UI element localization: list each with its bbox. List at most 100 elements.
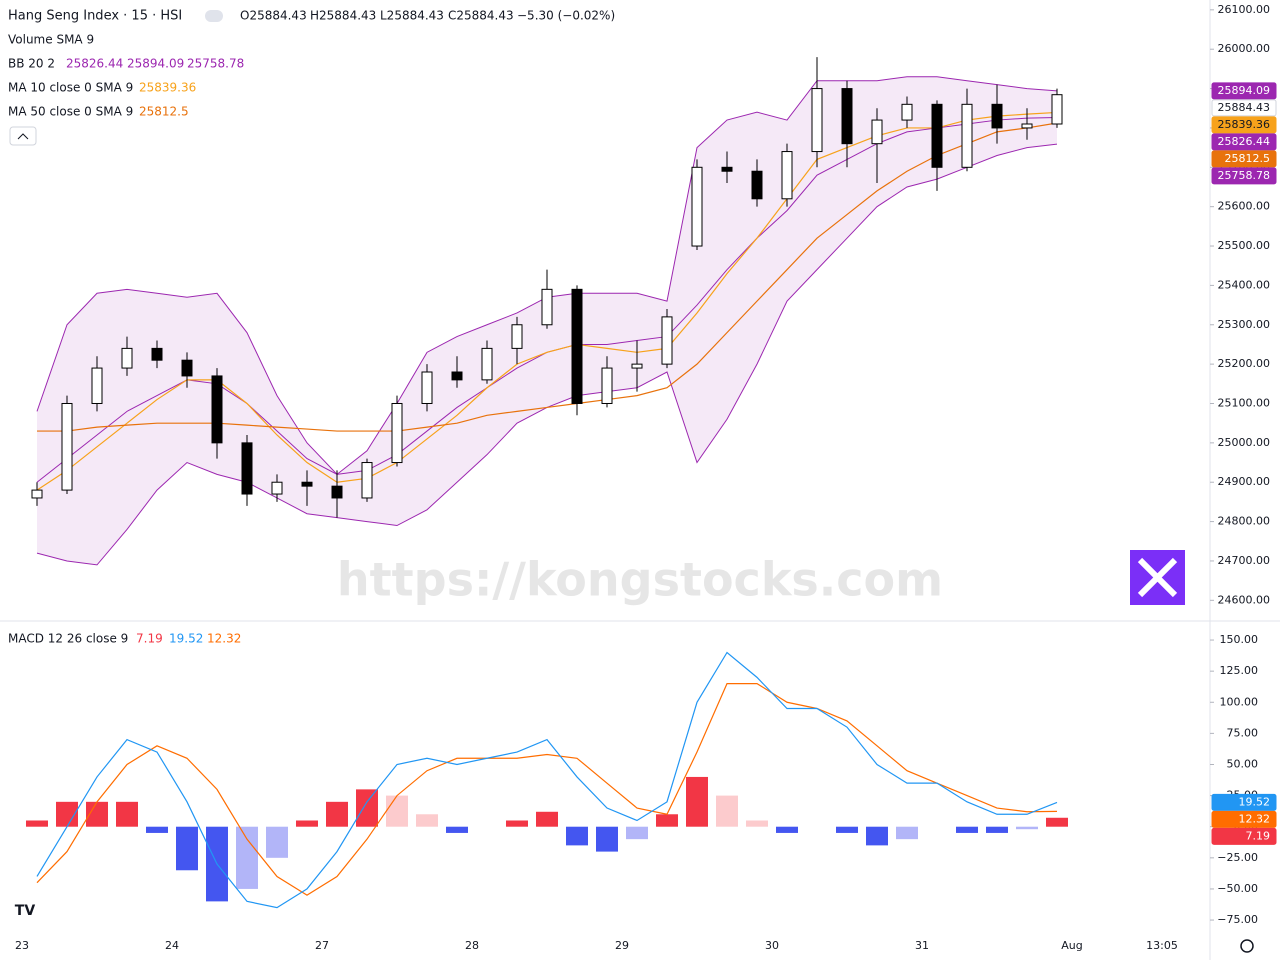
collapse-icon[interactable]: [17, 133, 29, 140]
candle-body: [61, 402, 73, 491]
histogram-bar: [1016, 826, 1038, 830]
y-tick-label: 50.00: [1227, 757, 1259, 770]
histogram-bar: [146, 826, 168, 833]
y-tick-label: −75.00: [1217, 913, 1258, 926]
histogram-bar: [566, 826, 588, 846]
ma10-value: 25839.36: [139, 81, 196, 95]
macd-legend[interactable]: MACD 12 26 close 9: [8, 632, 128, 646]
price-tag-label: 25758.78: [1218, 169, 1271, 182]
y-tick-label: 24900.00: [1218, 475, 1271, 488]
candle-body: [331, 485, 343, 499]
x-tick-label: Aug: [1061, 939, 1082, 952]
candle-body: [781, 151, 793, 200]
tv-logo-glyph[interactable]: TV: [15, 903, 36, 919]
x-tick-label: 31: [915, 939, 929, 952]
y-tick-label: 25200.00: [1218, 357, 1271, 370]
tv-logo[interactable]: [10, 900, 40, 922]
y-tick-label: 25400.00: [1218, 278, 1271, 291]
price-tag-label: 25839.36: [1218, 118, 1271, 131]
y-tick-label: 25000.00: [1218, 436, 1271, 449]
ma10-legend[interactable]: MA 10 close 0 SMA 9: [8, 81, 133, 95]
histogram-bar: [176, 826, 198, 871]
candle-body: [91, 367, 103, 404]
histogram-bar: [296, 820, 318, 827]
histogram-bar: [716, 795, 738, 827]
histogram-bar: [596, 826, 618, 852]
histogram-bar: [686, 776, 708, 827]
y-tick-label: 25600.00: [1218, 200, 1271, 213]
candle-body: [211, 375, 223, 444]
histogram-bar: [26, 820, 48, 827]
histogram-bar: [446, 826, 468, 833]
candle-body: [421, 371, 433, 404]
price-tag: [1211, 99, 1277, 117]
settings-button[interactable]: [1240, 939, 1254, 953]
histogram-bar: [236, 826, 258, 889]
histogram-bar: [986, 826, 1008, 833]
status-pill[interactable]: [205, 10, 223, 22]
price-tag-label: 12.32: [1239, 812, 1271, 825]
y-tick-label: 24600.00: [1218, 593, 1271, 606]
y-tick-label: 150.00: [1220, 633, 1259, 646]
histogram-bar: [776, 826, 798, 833]
candle-body: [691, 166, 703, 247]
candle-body: [1051, 94, 1063, 125]
x-tick-label: 24: [165, 939, 179, 952]
candle-body: [751, 170, 763, 200]
candle-body: [721, 166, 733, 172]
y-tick-label: −50.00: [1217, 882, 1258, 895]
y-tick-label: 24800.00: [1218, 515, 1271, 528]
x-tick-label: 23: [15, 939, 29, 952]
bb-upper-value: 25894.09: [127, 57, 184, 71]
candle-body: [151, 347, 163, 361]
histogram-bar: [866, 826, 888, 846]
collapse-button[interactable]: [9, 126, 37, 146]
ma-line: [36, 111, 1058, 491]
candle-body: [391, 402, 403, 464]
y-tick-label: 24700.00: [1218, 554, 1271, 567]
histogram-bar: [86, 801, 108, 827]
candle-body: [841, 88, 853, 145]
x-tick-label: 27: [315, 939, 329, 952]
price-tag: [1211, 133, 1277, 151]
candle-body: [271, 481, 283, 495]
histogram-bar: [896, 826, 918, 840]
price-tag-label: 19.52: [1239, 795, 1271, 808]
symbol-title: Hang Seng Index · 15 · HSI: [8, 9, 182, 24]
candle-body: [451, 371, 463, 381]
y-tick-label: 26000.00: [1218, 42, 1271, 55]
candle-body: [1021, 123, 1033, 129]
candle-body: [511, 324, 523, 349]
histogram-bar: [326, 801, 348, 827]
histogram-bar: [506, 820, 528, 827]
candle-body: [811, 88, 823, 153]
histogram-bar: [536, 811, 558, 827]
candle-body: [31, 489, 43, 499]
y-tick-label: −25.00: [1217, 851, 1258, 864]
macd-hist-value: 7.19: [136, 632, 163, 646]
ma50-value: 25812.5: [139, 105, 189, 119]
x-tick-label: 29: [615, 939, 629, 952]
bb-legend[interactable]: BB 20 2: [8, 57, 55, 71]
candle-body: [871, 119, 883, 145]
candle-body: [631, 363, 643, 369]
histogram-bar: [356, 789, 378, 827]
price-tag-label: 25826.44: [1218, 135, 1271, 148]
candle-body: [961, 103, 973, 168]
candle-body: [661, 316, 673, 365]
candle-body: [181, 359, 193, 377]
macd-line: [36, 651, 1058, 909]
histogram-bar: [1046, 817, 1068, 827]
x-tick-label: 13:05: [1146, 939, 1178, 952]
ohlc-change: −5.30 (−0.02%): [517, 9, 615, 23]
histogram-bar: [626, 826, 648, 840]
ma50-legend[interactable]: MA 50 close 0 SMA 9: [8, 105, 133, 119]
volume-legend[interactable]: Volume SMA 9: [8, 33, 94, 47]
price-tag-label: 25812.5: [1225, 152, 1271, 165]
histogram-bar: [746, 820, 768, 827]
candle-body: [991, 103, 1003, 129]
header: Hang Seng Index · 15 · HSI O25884.43 H25…: [8, 9, 1254, 953]
site-logo-glyph: [1137, 557, 1178, 598]
